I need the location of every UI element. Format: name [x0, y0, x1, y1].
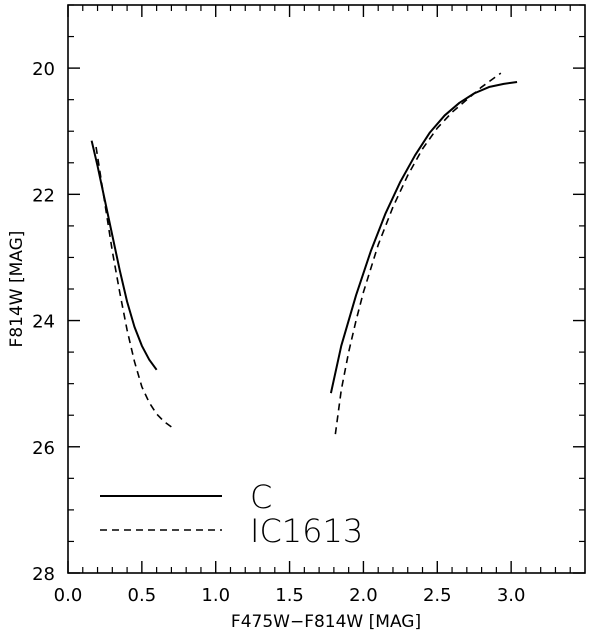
series-line-ic1613-1	[95, 146, 175, 430]
series-layer	[90, 72, 518, 435]
series-line-ic1613-2	[334, 72, 502, 435]
x-axis-label: F475W−F814W [MAG]	[231, 612, 421, 632]
x-tick-label: 1.5	[275, 585, 304, 606]
ticks: 0.0 0.5 1.0 1.5 2.0 2.5 3.0 20 22 24 26 28	[32, 4, 585, 606]
legend-label-c: C	[250, 478, 272, 516]
x-tick-label: 1.0	[201, 585, 230, 606]
series-line-c-2	[329, 81, 518, 394]
legend-label-ic1613: IC1613	[250, 512, 363, 550]
x-tick-label: 2.0	[349, 585, 378, 606]
y-tick-label: 22	[32, 185, 55, 206]
x-tick-label: 2.5	[423, 585, 452, 606]
x-tick-label: 0.5	[128, 585, 157, 606]
y-axis-label: F814W [MAG]	[7, 231, 27, 348]
y-tick-label: 28	[32, 564, 55, 585]
y-tick-label: 20	[32, 59, 55, 80]
legend: C IC1613	[100, 478, 363, 550]
y-tick-label: 24	[32, 312, 55, 333]
series-line-c-1	[90, 140, 158, 371]
x-tick-label: 3.0	[497, 585, 526, 606]
plot-frame	[67, 4, 586, 574]
x-tick-label: 0.0	[54, 585, 83, 606]
y-tick-label: 26	[32, 438, 55, 459]
